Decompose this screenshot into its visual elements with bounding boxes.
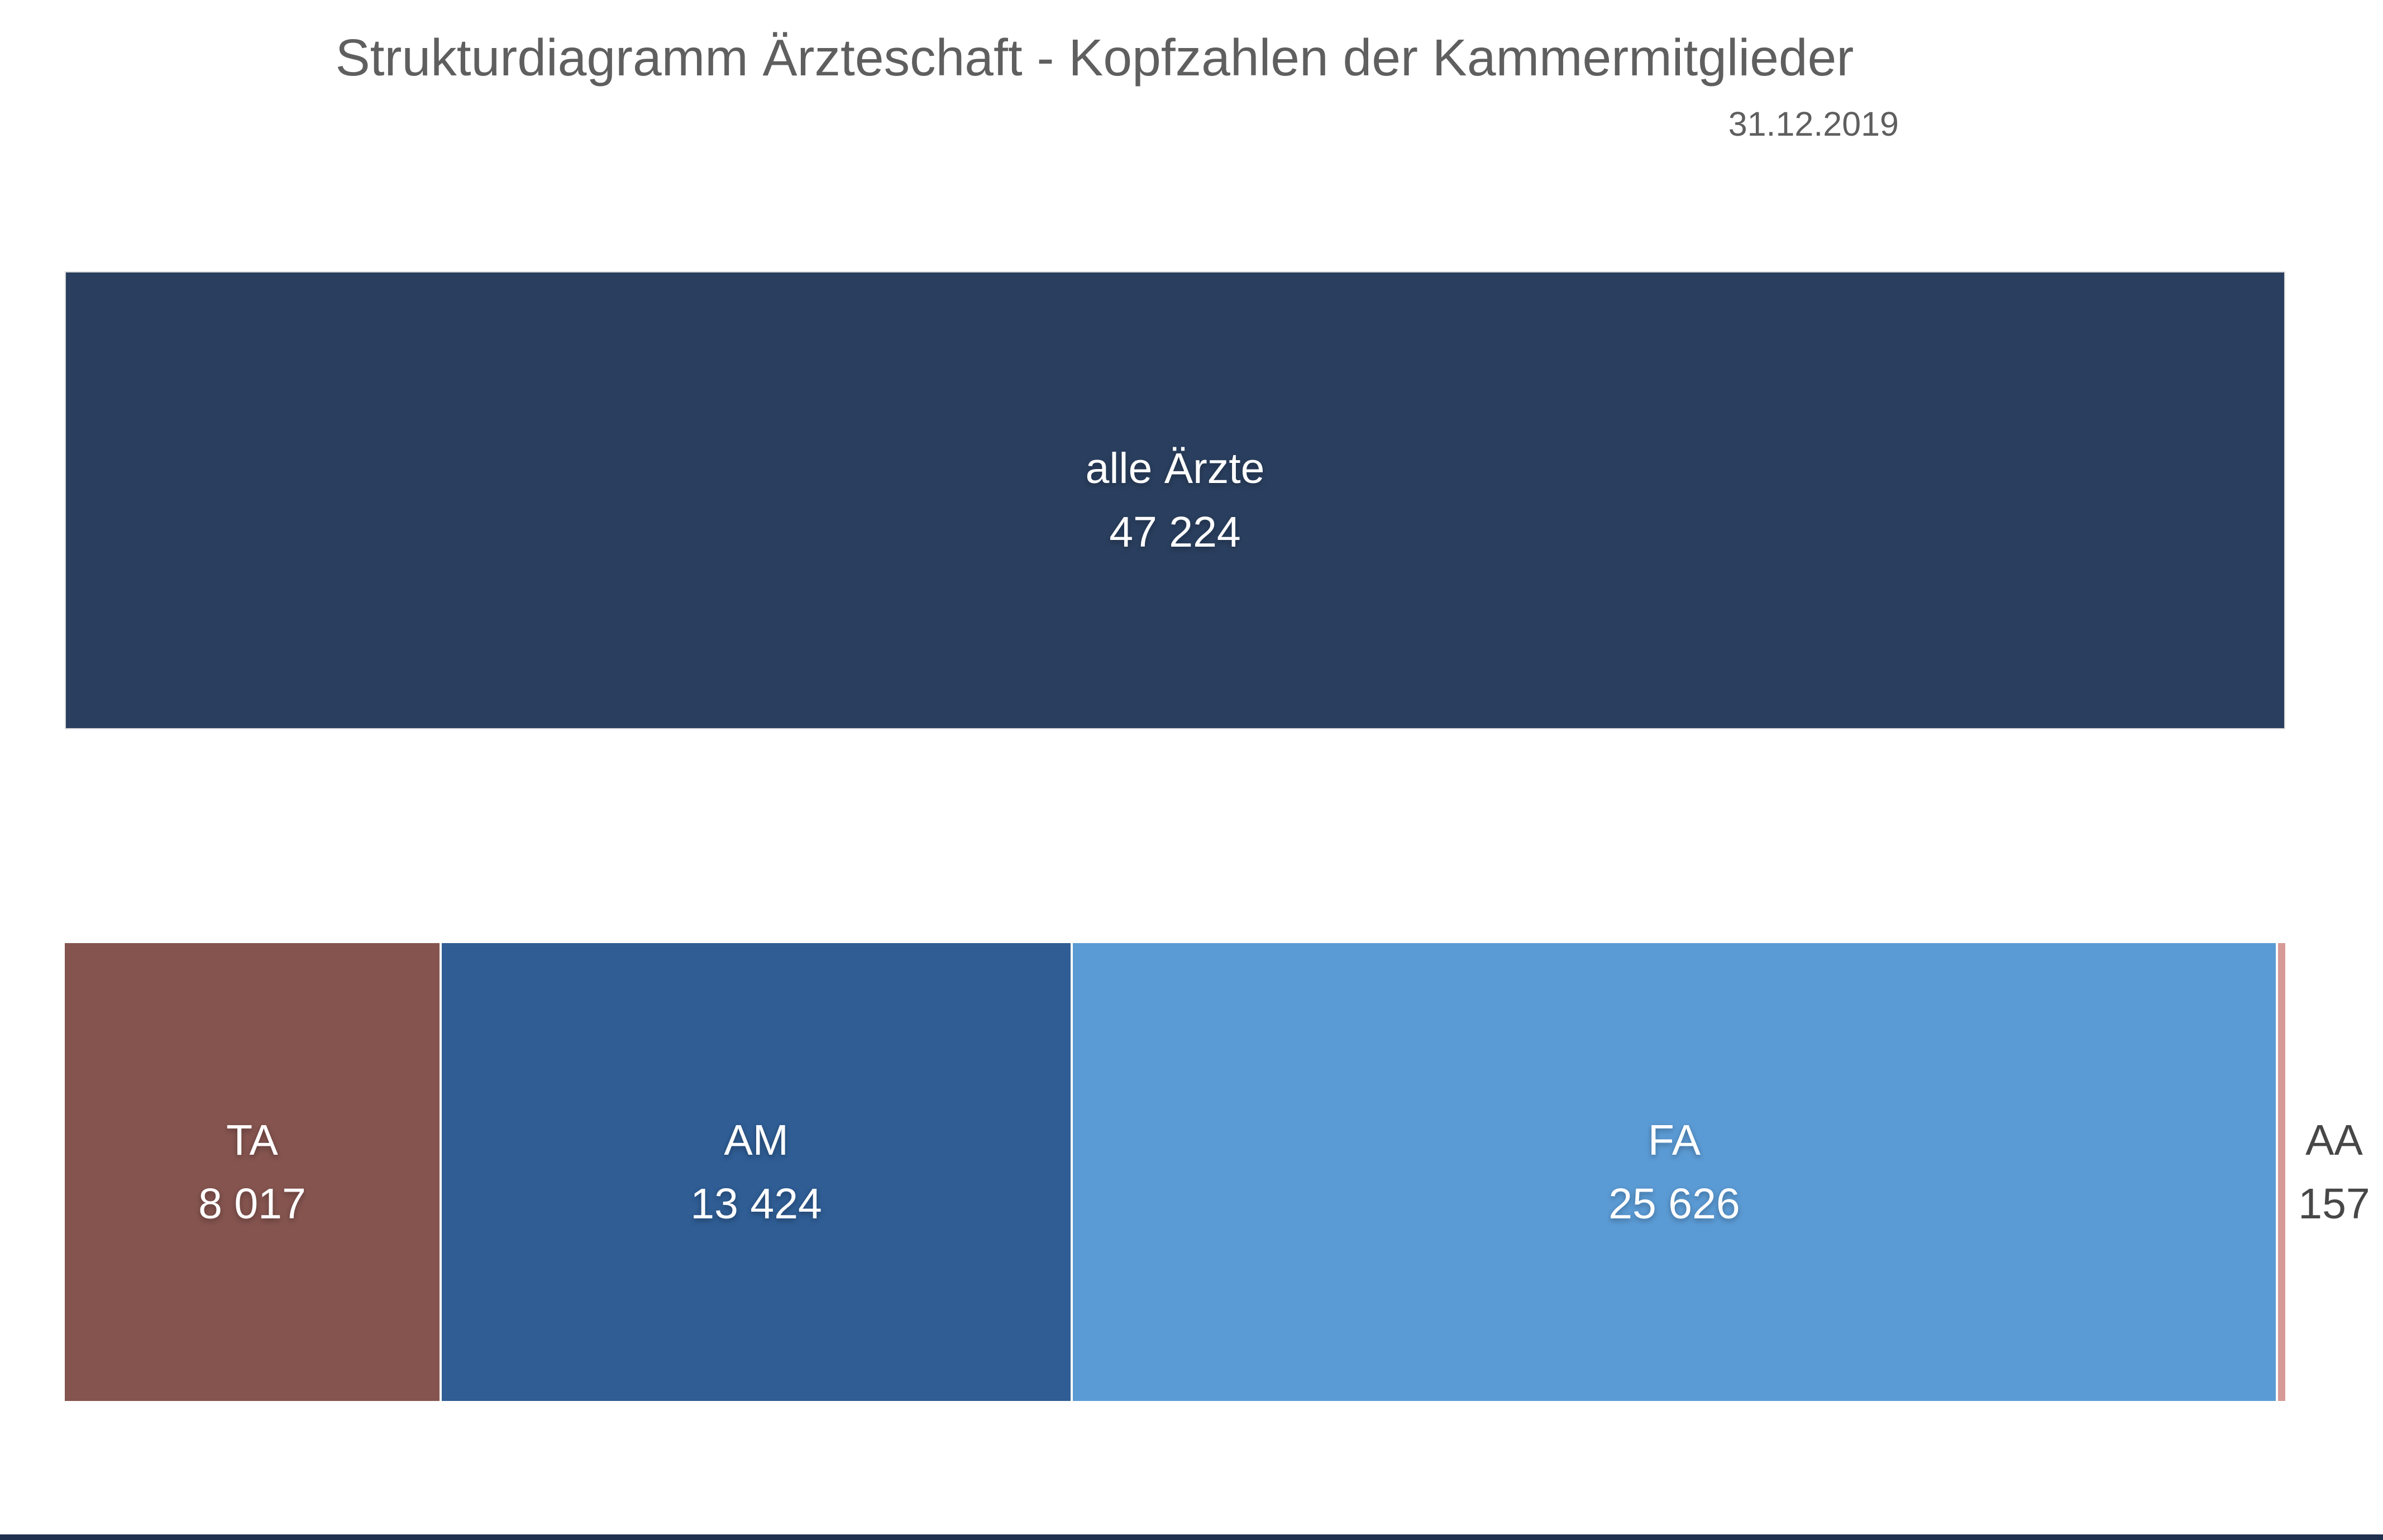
segment-aa-label: AA [2305, 1116, 2363, 1164]
segment-fa: FA 25 626 [1073, 943, 2278, 1401]
total-bar-label: alle Ärzte [1085, 444, 1265, 492]
total-bar: alle Ärzte 47 224 [65, 271, 2285, 729]
segment-am: AM 13 424 [441, 943, 1073, 1401]
segment-aa-outside-label: AA 157 [2285, 943, 2383, 1401]
segment-am-value: 13 424 [690, 1180, 822, 1228]
segment-ta-value: 8 017 [198, 1180, 306, 1228]
segment-aa-sliver [2277, 943, 2285, 1401]
chart-date: 31.12.2019 [1728, 105, 1899, 143]
segments-bar: TA 8 017 AM 13 424 FA 25 626 [65, 943, 2285, 1401]
segment-fa-value: 25 626 [1608, 1180, 1740, 1228]
bottom-border-line [0, 1534, 2383, 1540]
segment-aa-value: 157 [2298, 1180, 2370, 1228]
total-bar-value: 47 224 [1109, 508, 1241, 556]
chart-title: Strukturdiagramm Ärzteschaft - Kopfzahle… [335, 28, 1854, 87]
segment-ta-label: TA [226, 1116, 278, 1164]
segment-fa-label: FA [1647, 1116, 1701, 1164]
segment-am-label: AM [724, 1116, 789, 1164]
segment-ta: TA 8 017 [65, 943, 442, 1401]
